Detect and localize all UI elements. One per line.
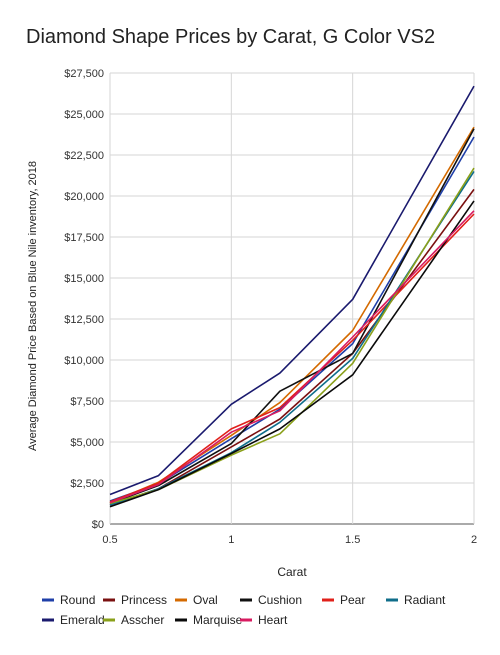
legend-item-cushion: Cushion bbox=[240, 593, 302, 607]
y-tick-label: $7,500 bbox=[70, 396, 104, 408]
gridlines bbox=[109, 72, 475, 525]
x-tick-label: 2 bbox=[471, 534, 477, 546]
series-line-pear bbox=[109, 213, 475, 503]
x-tick-label: 1 bbox=[228, 534, 234, 546]
y-tick-label: $15,000 bbox=[64, 273, 104, 285]
legend-label: Asscher bbox=[121, 613, 164, 627]
legend-label: Radiant bbox=[404, 593, 446, 607]
y-tick-label: $20,000 bbox=[64, 191, 104, 203]
legend-label: Marquise bbox=[193, 613, 243, 627]
legend-item-princess: Princess bbox=[103, 593, 167, 607]
series-lines bbox=[109, 85, 475, 508]
legend-label: Pear bbox=[340, 593, 365, 607]
series-line-marquise bbox=[109, 200, 475, 508]
legend-label: Emerald bbox=[60, 613, 105, 627]
x-tick-label: 1.5 bbox=[345, 534, 360, 546]
series-line-emerald bbox=[109, 85, 475, 496]
y-axis-title: Average Diamond Price Based on Blue Nile… bbox=[27, 161, 39, 451]
chart-title: Diamond Shape Prices by Carat, G Color V… bbox=[26, 26, 436, 48]
legend-item-radiant: Radiant bbox=[386, 593, 446, 607]
legend-item-asscher: Asscher bbox=[103, 613, 164, 627]
legend-label: Oval bbox=[193, 593, 218, 607]
legend-label: Heart bbox=[258, 613, 288, 627]
legend-item-emerald: Emerald bbox=[42, 613, 105, 627]
y-tick-label: $27,500 bbox=[64, 68, 104, 80]
legend-item-marquise: Marquise bbox=[175, 613, 243, 627]
y-tick-label: $25,000 bbox=[64, 109, 104, 121]
y-tick-label: $12,500 bbox=[64, 314, 104, 326]
x-axis-title: Carat bbox=[277, 565, 307, 579]
legend-label: Round bbox=[60, 593, 95, 607]
legend-item-pear: Pear bbox=[322, 593, 365, 607]
series-line-radiant bbox=[109, 170, 475, 506]
legend-item-oval: Oval bbox=[175, 593, 218, 607]
y-tick-label: $2,500 bbox=[70, 478, 104, 490]
x-tick-label: 0.5 bbox=[102, 534, 117, 546]
y-tick-label: $10,000 bbox=[64, 355, 104, 367]
legend: Round Princess Oval Cushion Pear Radiant Emera… bbox=[42, 593, 446, 627]
y-tick-label: $0 bbox=[92, 519, 104, 531]
series-line-heart bbox=[109, 210, 475, 504]
y-tick-label: $22,500 bbox=[64, 150, 104, 162]
legend-label: Princess bbox=[121, 593, 167, 607]
series-line-cushion bbox=[109, 128, 475, 505]
legend-item-heart: Heart bbox=[240, 613, 288, 627]
legend-label: Cushion bbox=[258, 593, 302, 607]
y-tick-label: $5,000 bbox=[70, 437, 104, 449]
axes: $0 $2,500 $5,000 $7,500 $10,000 $12,500 $15,00… bbox=[64, 68, 477, 546]
y-tick-label: $17,500 bbox=[64, 232, 104, 244]
legend-item-round: Round bbox=[42, 593, 95, 607]
